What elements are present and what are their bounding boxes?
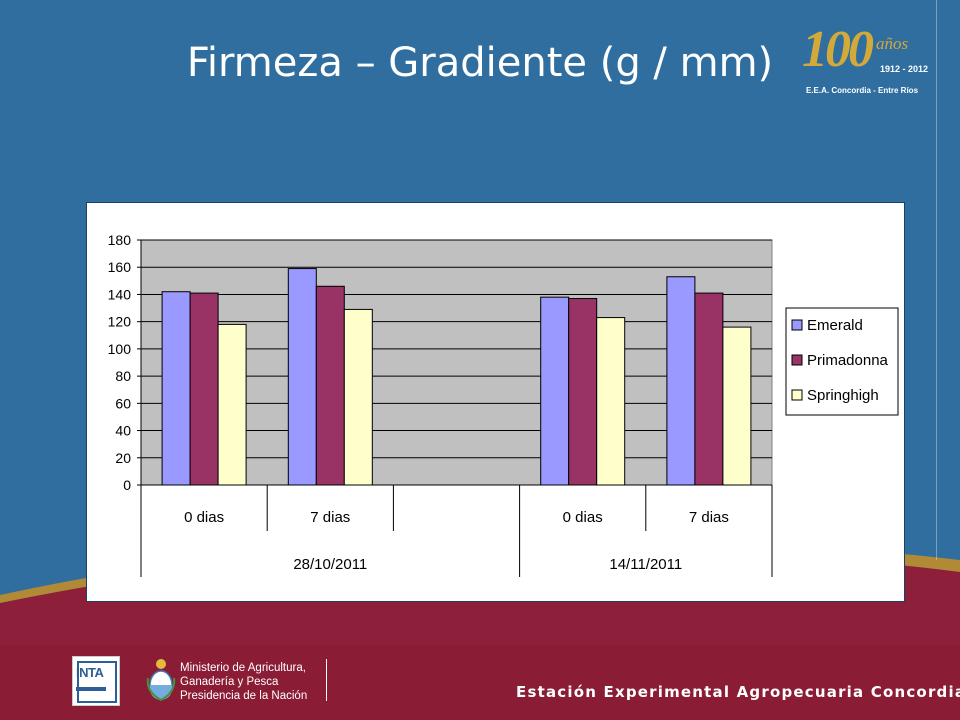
decorative-rule: [936, 0, 937, 560]
y-tick-label: 120: [108, 314, 132, 330]
bar: [568, 298, 598, 486]
chart-container: 0 20 40 60 80 100 120 140 160 180 0 dias 7 dias 0 di…: [86, 202, 905, 602]
x-category-label: 0 dias: [184, 509, 224, 526]
legend-swatch: [791, 389, 803, 401]
bar: [189, 292, 219, 486]
national-crest-icon: [146, 659, 176, 702]
x-category-label: 7 dias: [310, 509, 350, 526]
logo-number: 100: [802, 21, 874, 78]
bar: [694, 292, 724, 486]
legend-label: Springhigh: [807, 387, 879, 404]
ministry-text: Ministerio de Agricultura, Ganadería y P…: [180, 661, 307, 703]
logo-suffix: años: [876, 34, 909, 53]
bar: [161, 291, 191, 486]
x-category-label: 0 dias: [563, 509, 603, 526]
bar: [217, 323, 247, 486]
legend-swatch: [791, 319, 803, 331]
ministry-line-1: Ministerio de Agricultura,: [180, 662, 306, 674]
centenary-logo: 100 años 1912 - 2012 E.E.A. Concordia - …: [800, 20, 930, 100]
inta-logo-text: INTA: [76, 665, 104, 680]
x-group-label: 14/11/2011: [609, 556, 682, 573]
logo-station: E.E.A. Concordia - Entre Ríos: [806, 86, 919, 95]
bar: [343, 308, 373, 486]
y-tick-label: 40: [115, 423, 131, 439]
bar-chart: 0 20 40 60 80 100 120 140 160 180 0 dias 7 dias 0 di…: [108, 232, 899, 577]
y-tick-label: 160: [108, 259, 132, 275]
legend-label: Emerald: [807, 317, 863, 334]
legend: [785, 307, 899, 416]
inta-logo: INTA: [72, 656, 120, 706]
slide-title: Firmeza – Gradiente (g / mm): [186, 40, 774, 86]
legend-swatch: [791, 354, 803, 366]
y-tick-label: 60: [115, 395, 131, 411]
y-tick-label: 140: [108, 286, 132, 302]
y-tick-label: 80: [115, 368, 131, 384]
bar: [722, 326, 752, 486]
logo-years: 1912 - 2012: [880, 64, 929, 74]
y-tick-label: 180: [108, 232, 132, 248]
x-category-label: 7 dias: [689, 509, 729, 526]
footer-station-name: Estación Experimental Agropecuaria Conco…: [516, 683, 960, 701]
bar: [596, 317, 626, 486]
y-tick-label: 0: [123, 477, 131, 493]
bar: [666, 276, 696, 486]
legend-label: Primadonna: [807, 352, 889, 369]
ministry-line-3: Presidencia de la Nación: [180, 690, 308, 702]
ministry-line-2: Ganadería y Pesca: [180, 676, 279, 688]
ministry-divider: [326, 659, 327, 701]
bar: [287, 268, 317, 486]
bar: [315, 285, 345, 486]
y-tick-label: 100: [108, 341, 132, 357]
x-group-label: 28/10/2011: [293, 556, 367, 573]
bar: [540, 296, 570, 486]
y-tick-label: 20: [115, 450, 131, 466]
